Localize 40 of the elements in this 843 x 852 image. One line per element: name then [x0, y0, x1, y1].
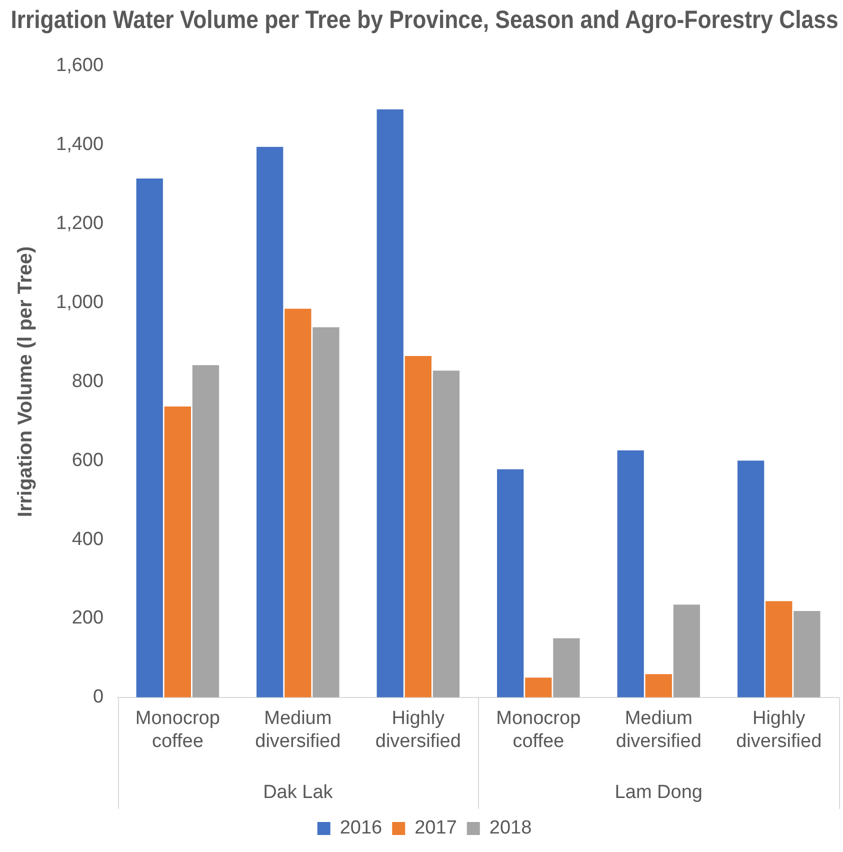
- bar: [256, 146, 284, 698]
- bar: [553, 638, 580, 698]
- x-tick-label: Highly diversified: [736, 708, 822, 752]
- y-tick-label: 1,600: [56, 55, 104, 76]
- text: Lam Dong: [614, 782, 702, 804]
- bar: [673, 604, 700, 698]
- x-tick-label: Medium diversified: [616, 708, 702, 752]
- bar: [432, 370, 460, 698]
- legend-label: 2017: [414, 818, 457, 839]
- x-tick-label: Monocrop coffee: [496, 708, 581, 752]
- y-tick-label: 400: [72, 528, 104, 550]
- legend-label: 2018: [489, 818, 532, 839]
- bar: [794, 610, 820, 698]
- bar: [766, 601, 792, 698]
- bar: [192, 365, 220, 698]
- x-tick-label: Medium diversified: [255, 708, 341, 752]
- y-tick-label: 200: [72, 608, 104, 629]
- bar: [136, 178, 163, 698]
- x-tick-label: Highly diversified: [375, 708, 461, 752]
- bar: [617, 450, 644, 698]
- chart-title: Irrigation Water Volume per Tree by Province, Season and Agro-Forestry Class: [10, 6, 838, 34]
- bar: [164, 406, 191, 698]
- bar: [525, 678, 552, 698]
- y-tick-label: 0: [92, 686, 104, 708]
- y-tick-label: 1,400: [56, 134, 104, 156]
- x-tick-label: Monocrop coffee: [135, 708, 220, 752]
- y-tick-label: 1,000: [56, 292, 104, 314]
- bar: [497, 469, 524, 698]
- y-tick-label: 800: [72, 370, 104, 392]
- y-tick-label: 1,200: [56, 213, 104, 234]
- bar: [284, 308, 312, 698]
- legend-label: 2016: [340, 818, 382, 839]
- bar: [312, 327, 340, 698]
- text: Dak Lak: [263, 782, 334, 804]
- bar: [645, 674, 672, 698]
- bar: [376, 109, 404, 698]
- y-tick-label: 600: [72, 450, 104, 471]
- y-axis-title: Irrigation Volume (l per Tree): [14, 246, 37, 518]
- bar: [737, 460, 764, 698]
- bar: [404, 356, 432, 698]
